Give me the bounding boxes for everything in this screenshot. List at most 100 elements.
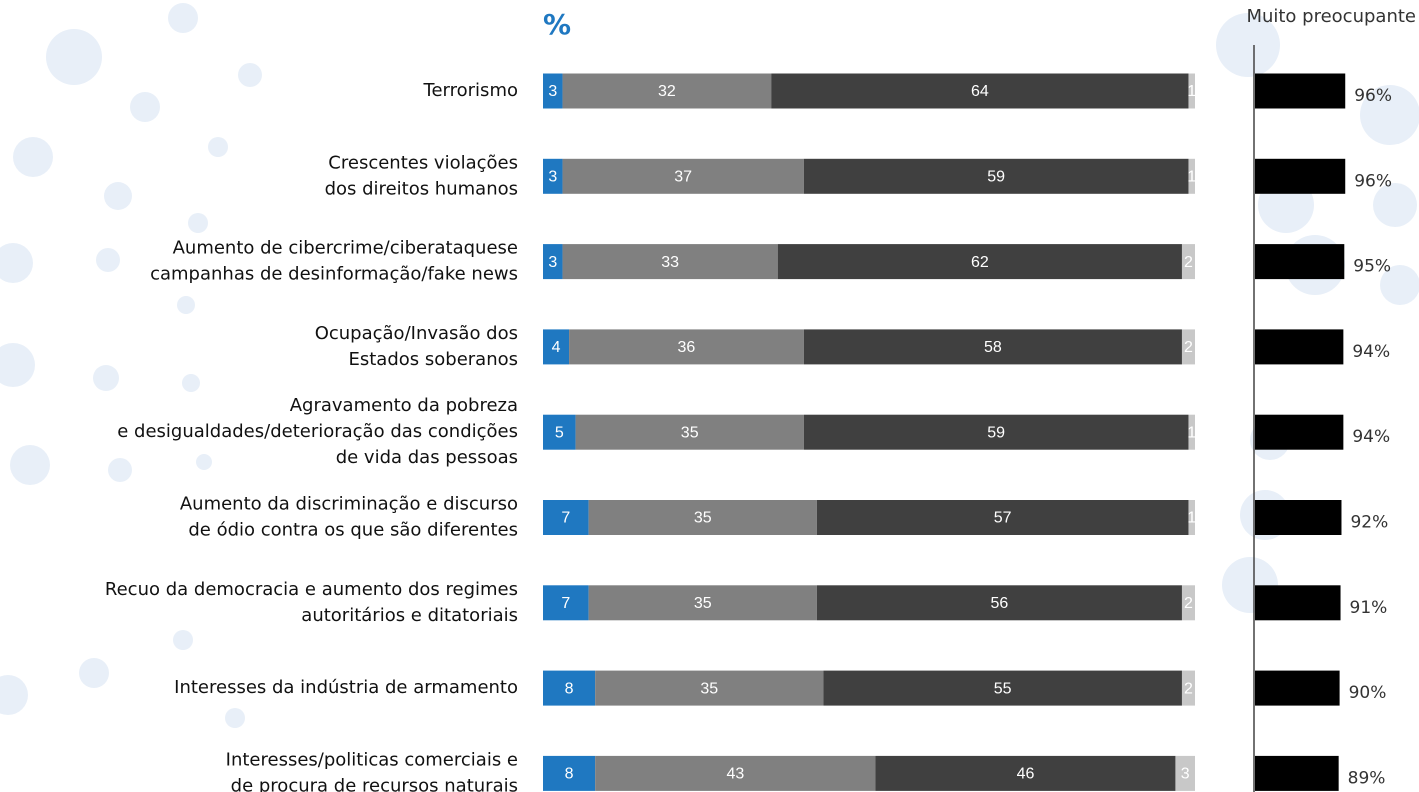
category-label: Aumento da discriminação e discurso de ód… bbox=[180, 494, 518, 541]
bar bbox=[1255, 329, 1344, 365]
segment-label: 43 bbox=[726, 766, 744, 783]
segment-label: 33 bbox=[661, 254, 679, 271]
chart-title: % bbox=[543, 8, 571, 41]
segment-label: 35 bbox=[700, 680, 718, 697]
right-chart-title: Muito preocupante bbox=[1246, 6, 1416, 27]
bar-segment bbox=[595, 670, 824, 706]
segment-label: 4 bbox=[552, 339, 561, 356]
bar-segment bbox=[1188, 414, 1195, 450]
bar-segment bbox=[803, 329, 1182, 365]
bar-segment bbox=[543, 670, 596, 706]
bar-segment bbox=[543, 755, 596, 791]
bar-segment bbox=[1181, 585, 1195, 621]
bar-segment bbox=[543, 244, 563, 280]
segment-label: 2 bbox=[1184, 254, 1193, 271]
category-label: Agravamento da pobreza e desigualdades/de… bbox=[117, 395, 518, 468]
bar-segment bbox=[588, 585, 817, 621]
category-label: Terrorismo bbox=[423, 80, 518, 101]
segment-label: 35 bbox=[694, 595, 712, 612]
segment-label: 57 bbox=[994, 510, 1012, 527]
segment-label: 32 bbox=[658, 83, 676, 100]
category-label: Recuo da democracia e aumento dos regime… bbox=[105, 579, 518, 626]
bar-segment bbox=[562, 158, 804, 194]
bar bbox=[1255, 585, 1341, 621]
segment-label: 3 bbox=[1181, 766, 1190, 783]
segment-label: 5 bbox=[555, 424, 564, 441]
segment-label: 2 bbox=[1184, 339, 1193, 356]
segment-label: 8 bbox=[565, 766, 574, 783]
bar-segment bbox=[771, 73, 1189, 109]
bar-segment bbox=[803, 414, 1189, 450]
bar-segment bbox=[816, 585, 1182, 621]
bar-segment bbox=[1181, 244, 1195, 280]
segment-label: 56 bbox=[991, 595, 1009, 612]
value-label: 95% bbox=[1353, 257, 1391, 277]
segment-label: 37 bbox=[674, 169, 692, 186]
bar-segment bbox=[1181, 329, 1195, 365]
bar-segment bbox=[575, 414, 804, 450]
bar-segment bbox=[1175, 755, 1195, 791]
bar-segment bbox=[595, 755, 876, 791]
segment-label: 55 bbox=[994, 680, 1012, 697]
segment-label: 3 bbox=[548, 169, 557, 186]
category-label: Interesses/politicas comerciais e de proc… bbox=[226, 749, 518, 792]
category-label: Interesses da indústria de armamento bbox=[174, 677, 518, 698]
value-label: 90% bbox=[1349, 683, 1387, 703]
bar bbox=[1255, 414, 1344, 450]
value-label: 89% bbox=[1348, 768, 1386, 788]
value-label: 96% bbox=[1354, 86, 1392, 106]
segment-label: 8 bbox=[565, 680, 574, 697]
bar-segment bbox=[543, 158, 563, 194]
category-label: Ocupação/Invasão dos Estados soberanos bbox=[315, 323, 518, 370]
bar-segment bbox=[543, 329, 570, 365]
bar-segment bbox=[816, 500, 1189, 535]
bar-segment bbox=[823, 670, 1182, 706]
segment-label: 7 bbox=[561, 510, 570, 527]
bar-segment bbox=[1188, 158, 1195, 194]
bar-segment bbox=[1188, 73, 1195, 109]
bar bbox=[1255, 244, 1345, 280]
bar-segment bbox=[543, 500, 589, 535]
value-label: 94% bbox=[1352, 342, 1390, 362]
bar-segment bbox=[562, 73, 772, 109]
segment-label: 58 bbox=[984, 339, 1002, 356]
segment-label: 62 bbox=[971, 254, 989, 271]
segment-label: 2 bbox=[1184, 595, 1193, 612]
category-label: Aumento de cibercrime/ciberataquese campa… bbox=[150, 238, 518, 285]
bar bbox=[1255, 755, 1339, 791]
bar-segment bbox=[569, 329, 804, 365]
segment-label: 1 bbox=[1187, 424, 1196, 441]
segment-label: 2 bbox=[1184, 680, 1193, 697]
bar-segment bbox=[588, 500, 817, 535]
bar-segment bbox=[543, 73, 563, 109]
bar-segment bbox=[777, 244, 1182, 280]
segment-label: 59 bbox=[987, 169, 1005, 186]
value-label: 94% bbox=[1352, 427, 1390, 447]
segment-label: 35 bbox=[681, 424, 699, 441]
bar-segment bbox=[803, 158, 1189, 194]
bar bbox=[1255, 500, 1342, 535]
segment-label: 46 bbox=[1017, 766, 1035, 783]
category-label: Crescentes violações dos direitos humanos bbox=[325, 152, 518, 199]
value-label: 91% bbox=[1350, 598, 1388, 618]
bar bbox=[1255, 158, 1346, 194]
segment-label: 1 bbox=[1187, 83, 1196, 100]
segment-label: 36 bbox=[678, 339, 696, 356]
segment-label: 59 bbox=[987, 424, 1005, 441]
segment-label: 64 bbox=[971, 83, 989, 100]
segment-label: 3 bbox=[548, 83, 557, 100]
bar-segment bbox=[543, 585, 589, 621]
value-label: 96% bbox=[1354, 171, 1392, 191]
bar bbox=[1255, 73, 1346, 109]
segment-label: 35 bbox=[694, 510, 712, 527]
bar-segment bbox=[1188, 500, 1195, 535]
segment-label: 3 bbox=[548, 254, 557, 271]
segment-label: 1 bbox=[1187, 169, 1196, 186]
segment-label: 1 bbox=[1187, 510, 1196, 527]
bar-segment bbox=[543, 414, 576, 450]
bar-segment bbox=[1181, 670, 1195, 706]
segment-label: 7 bbox=[561, 595, 570, 612]
value-label: 92% bbox=[1350, 513, 1388, 533]
bar bbox=[1255, 670, 1340, 706]
